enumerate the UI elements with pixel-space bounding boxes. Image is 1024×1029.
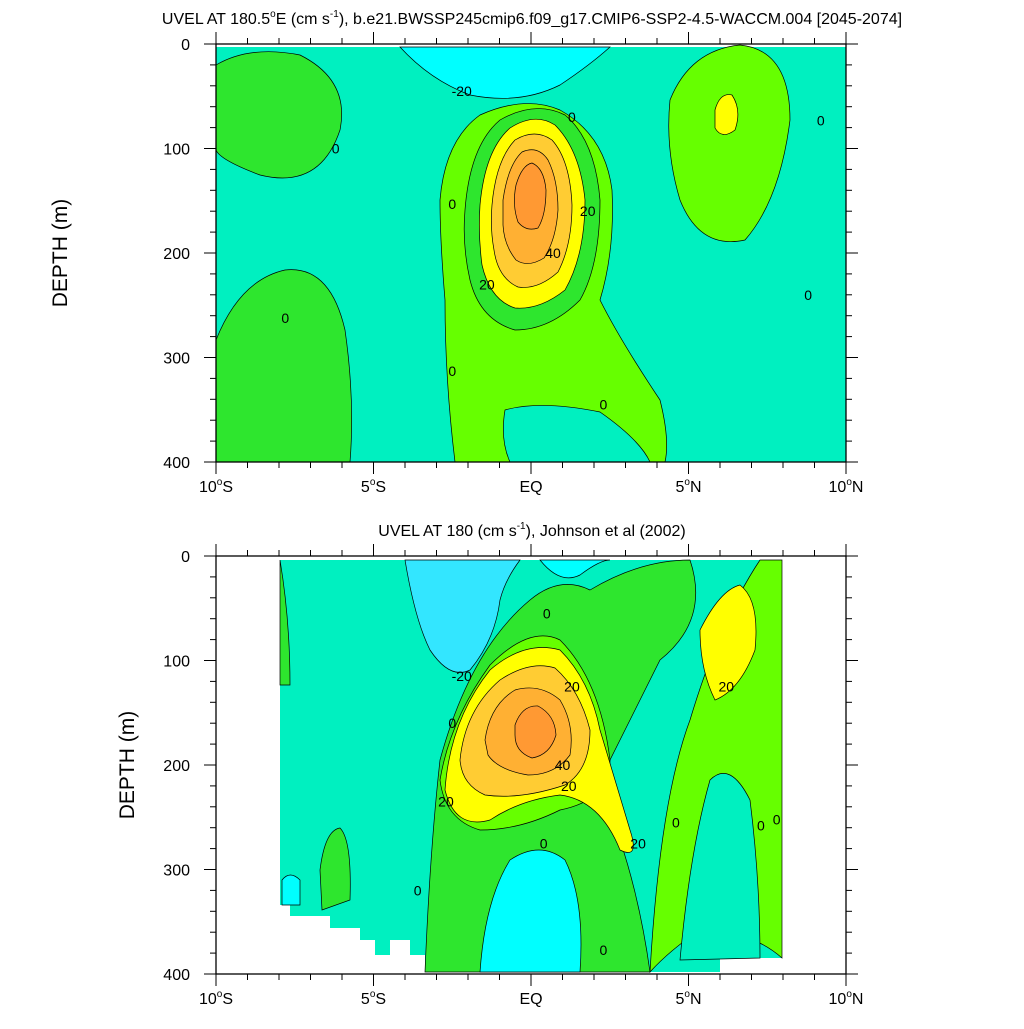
y-tick-label: 300 [163,351,190,368]
x-tick-label: 10oN [829,989,864,1008]
x-tick-label: 10oS [199,989,233,1008]
contour-label: 20 [438,794,454,810]
bottom-y-tick-labels: 0 100 200 300 400 [163,549,190,984]
top-y-tick-labels: 0 100 200 300 400 [163,37,190,472]
x-tick-label: 5oS [361,477,386,496]
bottom-fill-deep-pocket [479,849,582,973]
contour-label: 0 [540,835,548,851]
top-panel: UVEL AT 180.5oE (cm s-1), b.e21.BWSSP245… [49,9,902,496]
contour-label: 20 [561,778,577,794]
bottom-fill-west-pocket [281,874,301,906]
bottom-fill-east-core [699,584,757,701]
contour-label: 0 [448,363,456,379]
top-x-tick-labels: 10oS 5oS EQ 5oN 10oN [199,477,863,496]
top-fill-west-deep [215,269,353,463]
bottom-fill-west-edge [279,559,291,686]
bottom-fill-west-deep [319,827,351,911]
top-contour-labels: -20 0 0 0 0 20 40 20 0 0 0 0 [281,83,825,413]
contour-label: 0 [600,397,608,413]
bottom-fill-jet-core [514,705,557,759]
contour-label: -20 [452,668,472,684]
contour-label: 0 [568,109,576,125]
contour-label: 0 [757,818,765,834]
y-tick-label: 200 [163,246,190,263]
top-fill-east-core [714,94,739,135]
contour-label: 20 [719,679,735,695]
contour-label: 20 [479,276,495,292]
contour-label: 40 [545,245,561,261]
y-tick-label: 100 [163,142,190,159]
x-tick-label: 5oN [675,477,701,496]
contour-label: 0 [773,811,781,827]
y-tick-label: 100 [163,654,190,671]
x-tick-label: EQ [519,991,542,1008]
bottom-contour-fill [279,559,783,973]
x-tick-label: 5oS [361,989,386,1008]
bottom-title: UVEL AT 180 (cm s-1), Johnson et al (200… [378,521,685,540]
contour-label: 0 [448,196,456,212]
top-fill-west-upper [215,51,342,179]
x-tick-label: EQ [519,479,542,496]
top-fill-east-upper [668,44,791,242]
x-tick-label: 5oN [675,989,701,1008]
bottom-fill-negative-east [539,559,611,579]
x-tick-label: 10oN [829,477,864,496]
y-tick-label: 0 [181,549,190,566]
y-tick-label: 0 [181,37,190,54]
contour-label: 20 [630,835,646,851]
top-fill-negative-surface [399,46,611,99]
contour-label: 0 [600,942,608,958]
contour-label: 40 [555,757,571,773]
bottom-ticks [204,544,858,986]
contour-label: 0 [281,310,289,326]
top-contour-fill [215,44,846,463]
y-tick-label: 200 [163,758,190,775]
contour-label: 20 [564,679,580,695]
contour-label: 0 [332,141,340,157]
top-y-axis-label: DEPTH (m) [49,199,72,308]
bottom-fill-negative-core [404,559,521,673]
top-ticks [204,32,858,474]
contour-label: -20 [452,83,472,99]
contour-label: 0 [804,287,812,303]
bottom-x-tick-labels: 10oS 5oS EQ 5oN 10oN [199,989,863,1008]
top-title: UVEL AT 180.5oE (cm s-1), b.e21.BWSSP245… [162,9,902,28]
y-tick-label: 400 [163,455,190,472]
bottom-panel: UVEL AT 180 (cm s-1), Johnson et al (200… [116,521,863,1008]
top-fill-deep-pocket [503,405,651,463]
contour-label: 0 [672,814,680,830]
contour-label: 0 [414,882,422,898]
top-fill-jet-core [514,162,547,230]
contour-label: 20 [580,203,596,219]
x-tick-label: 10oS [199,477,233,496]
bottom-fill-east-deep-pocket [679,773,761,961]
y-tick-label: 300 [163,863,190,880]
contour-label: 0 [543,605,551,621]
y-tick-label: 400 [163,967,190,984]
contour-label: 0 [448,715,456,731]
bottom-y-axis-label: DEPTH (m) [116,711,139,820]
contour-label: 0 [817,112,825,128]
